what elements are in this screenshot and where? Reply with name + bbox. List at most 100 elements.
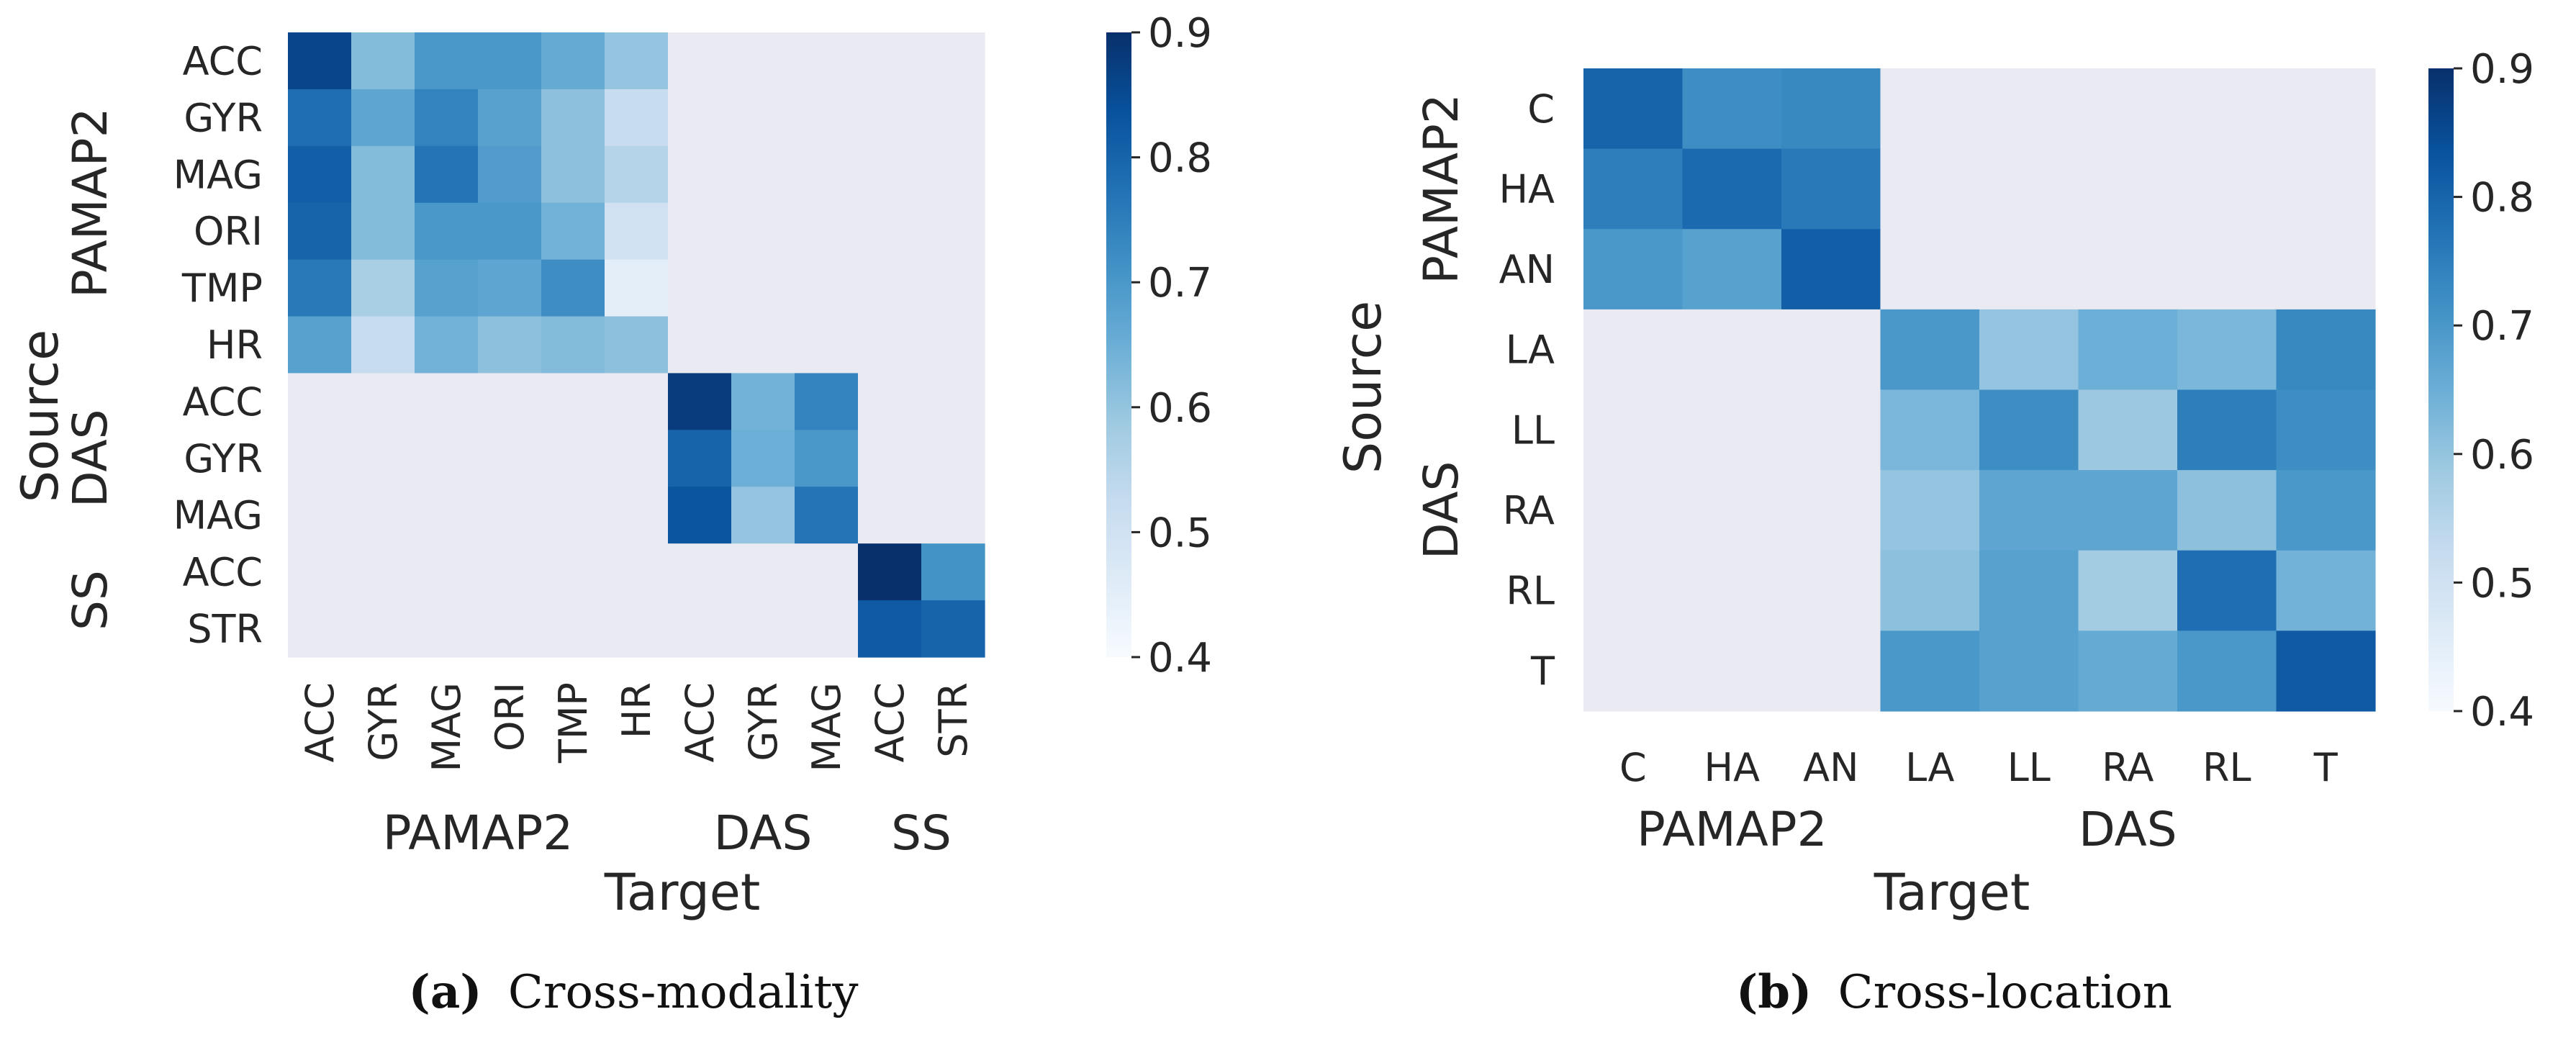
empty-cell	[731, 543, 795, 601]
x-tick-label: C	[1619, 745, 1647, 790]
empty-cell	[1781, 550, 1881, 631]
x-tick-label: ACC	[867, 682, 913, 762]
colorbar-tick-label: 0.4	[2470, 689, 2534, 736]
heatmap-cell	[2078, 550, 2178, 631]
x-group-label: PAMAP2	[383, 805, 574, 861]
heatmap-cell	[2177, 630, 2277, 712]
heatmap-cell	[605, 259, 669, 317]
empty-cell	[351, 600, 415, 658]
heatmap-cell	[351, 259, 415, 317]
heatmap-cell	[1979, 389, 2079, 471]
heatmap-cell	[478, 145, 542, 204]
x-tick-label: GYR	[361, 682, 406, 761]
caption-letter: (b)	[1736, 965, 1812, 1019]
heatmap-cell	[288, 89, 352, 147]
colorbar-tick-label: 0.5	[2470, 560, 2534, 607]
empty-cell	[2276, 148, 2376, 230]
empty-cell	[858, 487, 922, 544]
empty-cell	[1583, 309, 1684, 391]
colorbar	[2428, 68, 2454, 711]
heatmap-cell	[795, 373, 859, 430]
empty-cell	[795, 543, 859, 601]
heatmap-cell	[288, 316, 352, 374]
heatmap-cell	[731, 373, 795, 430]
heatmap-cell	[2177, 470, 2277, 551]
empty-cell	[1979, 229, 2079, 310]
heatmap-cell	[605, 202, 669, 261]
empty-cell	[858, 430, 922, 487]
empty-cell	[1880, 68, 1980, 150]
empty-cell	[351, 487, 415, 544]
heatmap-cell	[1583, 148, 1684, 230]
y-tick-label: RA	[1503, 488, 1555, 533]
heatmap-cell	[478, 259, 542, 317]
heatmap-cell	[2078, 309, 2178, 391]
empty-cell	[2177, 148, 2277, 230]
heatmap-cell	[858, 600, 922, 658]
x-tick-label: MAG	[804, 682, 849, 772]
heatmap-cells	[288, 32, 985, 658]
heatmap-cell	[288, 32, 352, 90]
empty-cell	[1781, 470, 1881, 551]
y-tick-label: HR	[207, 322, 263, 368]
empty-cell	[288, 487, 352, 544]
empty-cell	[1682, 470, 1782, 551]
empty-cell	[921, 259, 985, 317]
empty-cell	[1781, 309, 1881, 391]
empty-cell	[921, 89, 985, 147]
heatmap-cell	[668, 373, 732, 430]
x-tick-label: HR	[614, 682, 659, 738]
empty-cell	[478, 487, 542, 544]
x-tick-label: MAG	[424, 682, 469, 772]
empty-cell	[1682, 309, 1782, 391]
empty-cell	[921, 373, 985, 430]
empty-cell	[731, 145, 795, 204]
empty-cell	[351, 543, 415, 601]
y-axis-label: Source	[11, 330, 70, 502]
empty-cell	[2276, 229, 2376, 310]
empty-cell	[541, 487, 605, 544]
x-tick-label: LL	[2007, 745, 2051, 790]
empty-cell	[668, 89, 732, 147]
empty-cell	[541, 600, 605, 658]
heatmap-cell	[2078, 630, 2178, 712]
heatmap-cell	[288, 259, 352, 317]
y-axis-label: Source	[1334, 301, 1393, 474]
empty-cell	[921, 145, 985, 204]
y-tick-labels: C HA AN LA LL RA RL T	[1499, 86, 1555, 694]
heatmap-cell	[541, 89, 605, 147]
empty-cell	[858, 89, 922, 147]
heatmap-cell	[415, 259, 479, 317]
heatmap-cell	[1979, 630, 2079, 712]
heatmap-cell	[668, 430, 732, 487]
y-tick-label: ACC	[183, 39, 263, 84]
y-tick-label: LL	[1511, 407, 1555, 453]
empty-cell	[415, 430, 479, 487]
empty-cell	[351, 373, 415, 430]
empty-cell	[921, 316, 985, 374]
empty-cell	[668, 32, 732, 90]
empty-cell	[478, 430, 542, 487]
heatmap-cross-modality: ACC GYR MAG ORI TMP HR ACC GYR MAG ACC STR ACC GYR M…	[11, 10, 1212, 1019]
empty-cell	[731, 202, 795, 261]
y-tick-label: MAG	[173, 152, 263, 197]
heatmap-cell	[1682, 148, 1782, 230]
empty-cell	[1979, 148, 2079, 230]
empty-cell	[731, 89, 795, 147]
y-tick-label: HA	[1499, 166, 1555, 212]
heatmap-cell	[541, 145, 605, 204]
heatmap-cell	[415, 145, 479, 204]
heatmap-cell	[1880, 550, 1980, 631]
colorbar-ticks: 0.4 0.5 0.6 0.7 0.8 0.9	[1131, 10, 1212, 682]
heatmap-cell	[351, 202, 415, 261]
heatmap-cell	[288, 202, 352, 261]
empty-cell	[1682, 550, 1782, 631]
y-group-label: PAMAP2	[63, 107, 118, 298]
empty-cell	[668, 259, 732, 317]
empty-cell	[858, 316, 922, 374]
heatmap-cell	[605, 89, 669, 147]
empty-cell	[858, 259, 922, 317]
colorbar-tick-label: 0.7	[1148, 260, 1212, 307]
empty-cell	[478, 373, 542, 430]
y-group-label: PAMAP2	[1414, 94, 1469, 284]
